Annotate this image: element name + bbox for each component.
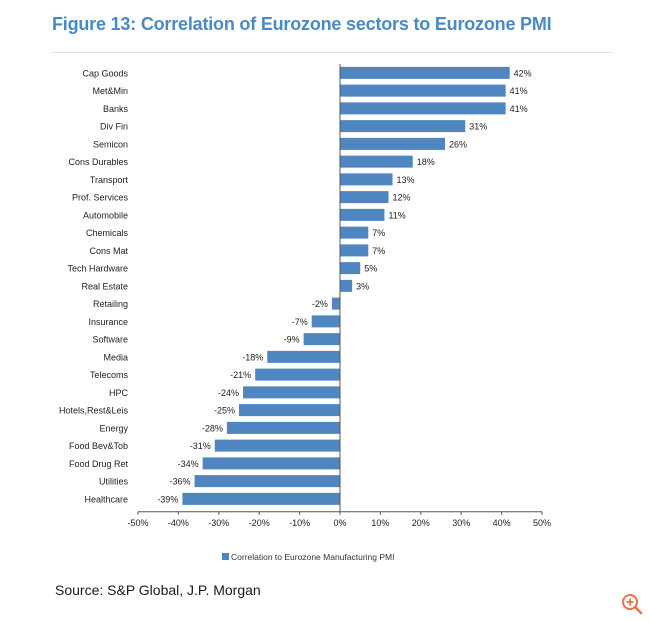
bar xyxy=(340,84,506,97)
category-label: Food Drug Ret xyxy=(69,459,129,469)
category-label: Insurance xyxy=(88,317,128,327)
data-label: -31% xyxy=(190,441,211,451)
category-label: Software xyxy=(92,335,128,345)
category-label: Retailing xyxy=(93,299,128,309)
category-label: Tech Hardware xyxy=(67,264,128,274)
data-label: 12% xyxy=(392,193,410,203)
bar xyxy=(340,137,446,150)
x-tick-label: 20% xyxy=(412,518,430,528)
data-label: 42% xyxy=(514,68,532,78)
data-label: 7% xyxy=(372,246,385,256)
x-tick-label: 30% xyxy=(452,518,470,528)
category-label: Div Fin xyxy=(100,122,128,132)
zoom-in-glyph xyxy=(622,594,643,615)
bar xyxy=(194,475,340,488)
category-label: HPC xyxy=(109,388,129,398)
data-label: -18% xyxy=(242,352,263,362)
category-label: Cons Mat xyxy=(89,246,128,256)
bar xyxy=(239,404,340,417)
category-label: Prof. Services xyxy=(72,193,129,203)
bar xyxy=(255,368,340,381)
data-label: 41% xyxy=(510,86,528,96)
bar xyxy=(340,173,393,186)
x-tick-label: 40% xyxy=(493,518,511,528)
bar xyxy=(340,120,466,133)
category-label: Media xyxy=(103,352,128,362)
data-label: 26% xyxy=(449,139,467,149)
zoom-in-icon[interactable] xyxy=(620,592,644,616)
chart-frame xyxy=(52,52,612,573)
category-label: Cap Goods xyxy=(82,68,128,78)
data-label: -21% xyxy=(230,370,251,380)
bar xyxy=(303,333,340,346)
data-label: -25% xyxy=(214,406,235,416)
source-note: Source: S&P Global, J.P. Morgan xyxy=(55,582,261,598)
bar-chart: Cap Goods 42% Met&Min 41% Banks 41% Div Fin 31%… xyxy=(59,64,551,562)
data-label: -39% xyxy=(157,494,178,504)
bar xyxy=(340,191,389,204)
data-label: -7% xyxy=(292,317,308,327)
category-label: Hotels,Rest&Leis xyxy=(59,406,129,416)
bar xyxy=(340,244,369,257)
x-tick-label: 0% xyxy=(333,518,346,528)
data-label: 3% xyxy=(356,281,369,291)
bar xyxy=(340,279,353,292)
data-label: 7% xyxy=(372,228,385,238)
x-tick-label: 50% xyxy=(533,518,551,528)
bar xyxy=(331,297,340,310)
data-label: -36% xyxy=(170,477,191,487)
bar xyxy=(340,102,506,115)
data-label: -34% xyxy=(178,459,199,469)
category-label: Energy xyxy=(99,423,128,433)
data-label: 41% xyxy=(510,104,528,114)
bar xyxy=(340,226,369,239)
data-label: 31% xyxy=(469,122,487,132)
x-tick-label: -30% xyxy=(208,518,229,528)
x-tick-label: -20% xyxy=(249,518,270,528)
category-label: Cons Durables xyxy=(68,157,128,167)
bar xyxy=(243,386,340,399)
category-label: Food Bev&Tob xyxy=(69,441,128,451)
data-label: -2% xyxy=(312,299,328,309)
category-label: Utilities xyxy=(99,477,129,487)
x-tick-label: 10% xyxy=(371,518,389,528)
legend-swatch xyxy=(222,553,229,560)
x-tick-label: -50% xyxy=(127,518,148,528)
x-tick-label: -40% xyxy=(168,518,189,528)
category-label: Transport xyxy=(90,175,129,185)
data-label: 5% xyxy=(364,264,377,274)
x-tick-label: -10% xyxy=(289,518,310,528)
bar xyxy=(226,421,340,434)
bar xyxy=(340,262,361,275)
data-label: 13% xyxy=(397,175,415,185)
category-label: Automobile xyxy=(83,210,128,220)
data-label: 18% xyxy=(417,157,435,167)
category-label: Real Estate xyxy=(81,281,128,291)
data-label: -28% xyxy=(202,423,223,433)
bar xyxy=(214,439,340,452)
bar xyxy=(182,492,340,505)
category-label: Banks xyxy=(103,104,129,114)
category-label: Healthcare xyxy=(84,494,128,504)
bar xyxy=(267,350,340,363)
bar xyxy=(311,315,340,328)
category-label: Telecoms xyxy=(90,370,129,380)
chart-title: Figure 13: Correlation of Eurozone secto… xyxy=(52,14,552,34)
legend-label: Correlation to Eurozone Manufacturing PM… xyxy=(231,552,394,562)
bar xyxy=(202,457,340,470)
bar xyxy=(340,66,510,79)
data-label: -24% xyxy=(218,388,239,398)
data-label: 11% xyxy=(388,210,405,220)
category-label: Met&Min xyxy=(92,86,128,96)
bar xyxy=(340,208,385,221)
category-label: Semicon xyxy=(93,139,128,149)
category-label: Chemicals xyxy=(86,228,129,238)
data-label: -9% xyxy=(284,335,300,345)
bar xyxy=(340,155,413,168)
